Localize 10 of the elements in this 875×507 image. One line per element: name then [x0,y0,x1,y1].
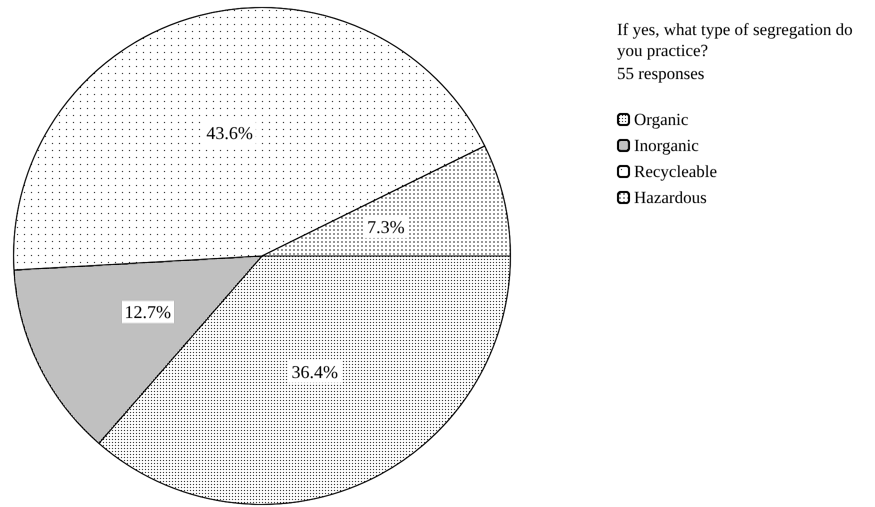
data-label: 43.6% [206,122,253,143]
legend-label: Recycleable [634,162,718,181]
legend-label: Inorganic [634,136,700,155]
legend-label: Organic [634,110,689,129]
data-label: 12.7% [124,302,172,322]
text: 55 responses [617,64,704,83]
data-label: 36.4% [291,362,338,382]
data-label: 7.3% [367,217,405,238]
legend-label: Hazardous [634,188,707,207]
text: If yes, what type of segregation do you practice? [617,20,857,60]
